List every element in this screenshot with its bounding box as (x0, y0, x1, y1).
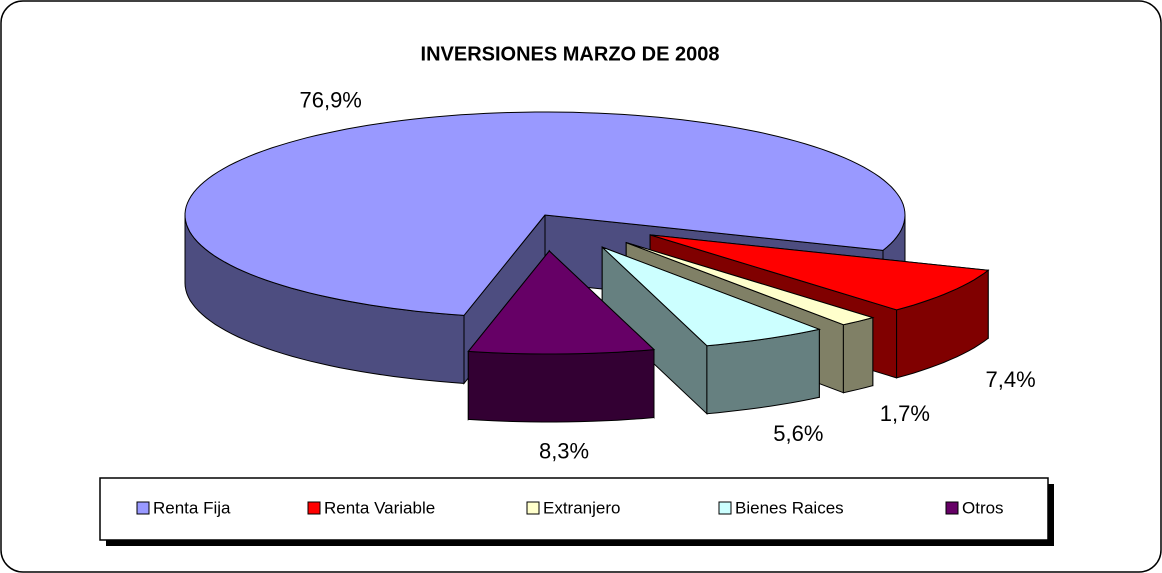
legend-swatch (526, 501, 540, 515)
legend-label: Otros (962, 498, 1004, 517)
slice (467, 250, 656, 355)
data-label: 1,7% (880, 401, 930, 426)
data-label: 8,3% (539, 438, 589, 463)
chart-title: INVERSIONES MARZO DE 2008 (421, 43, 720, 65)
slice-side (467, 349, 655, 423)
data-label: 5,6% (773, 421, 823, 446)
legend-label: Renta Fija (153, 498, 231, 517)
slice (184, 111, 906, 316)
slice (601, 245, 822, 415)
legend-swatch (136, 501, 150, 515)
legend-swatch (307, 501, 321, 515)
legend (99, 477, 1049, 541)
slice-side (842, 316, 874, 394)
legend-swatch (718, 501, 732, 515)
legend-swatch (945, 501, 959, 515)
legend-label: Extranjero (543, 498, 620, 517)
data-label: 76,9% (299, 88, 361, 113)
slice (467, 249, 656, 423)
data-label: 7,4% (985, 367, 1035, 392)
slice (601, 246, 822, 347)
slice (649, 234, 990, 311)
legend-label: Bienes Raices (735, 498, 844, 517)
legend-label: Renta Variable (324, 498, 435, 517)
slice (626, 242, 875, 326)
